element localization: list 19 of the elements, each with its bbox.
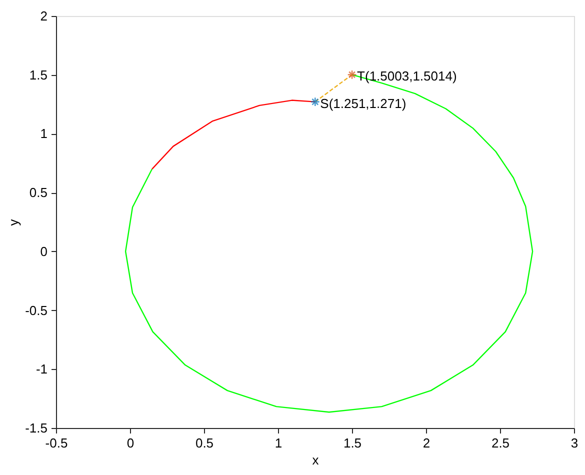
y-tick-label: 0 (40, 244, 48, 259)
y-tick-label: 0.5 (29, 185, 48, 200)
y-tick-label: 1.5 (29, 67, 48, 82)
y-axis-title: y (6, 218, 22, 226)
x-tick-label: 0.5 (195, 436, 214, 450)
y-tick-label: -1.5 (25, 420, 48, 436)
x-tick-label: 2.5 (491, 436, 510, 450)
annotation: S(1.251,1.271) (320, 96, 406, 111)
y-tick-label: -1 (36, 362, 48, 377)
y-tick-label: -0.5 (25, 302, 48, 318)
y-tick-label: 2 (40, 8, 48, 24)
y-tick-label: 1 (40, 126, 48, 142)
x-tick-label: 1 (274, 436, 282, 450)
annotation: T(1.5003,1.5014) (357, 68, 457, 84)
x-tick-label: 3 (570, 436, 578, 450)
x-tick-label: 0 (126, 436, 134, 450)
x-axis-title: x (312, 452, 320, 468)
x-tick-label: 1.5 (343, 436, 362, 450)
x-tick-label: 2 (422, 436, 430, 450)
